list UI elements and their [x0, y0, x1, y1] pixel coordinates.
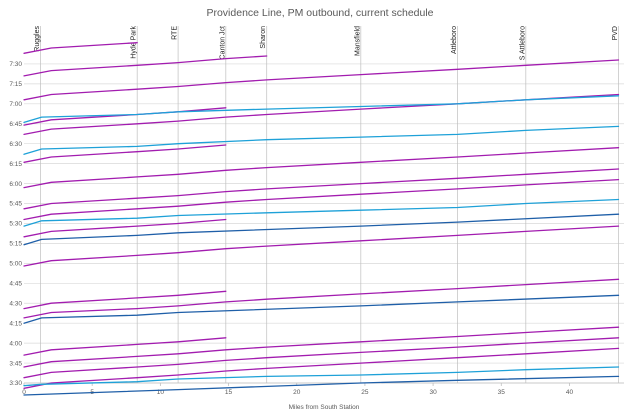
axes: 3:30 3:45 4:00 4:15 4:30 4:45 5:00 5:15 5:30 5:45…	[9, 61, 624, 396]
trip-line-local	[23, 337, 620, 379]
station-label: RTE	[172, 26, 179, 40]
y-tick-label: 4:15	[9, 320, 22, 327]
station-label: Canton Jct	[219, 26, 226, 60]
chart-title: Providence Line, PM outbound, current sc…	[206, 7, 433, 19]
trip-line-super-express	[23, 294, 620, 324]
x-tick-label: 40	[566, 389, 574, 396]
x-tick-label: 25	[361, 389, 369, 396]
y-tick-label: 5:45	[9, 201, 22, 208]
x-tick-label: 0	[22, 389, 26, 396]
y-tick-label: 6:30	[9, 141, 22, 148]
trip-line-local	[23, 144, 227, 163]
y-tick-label: 4:30	[9, 300, 22, 307]
x-tick-label: 35	[498, 389, 506, 396]
x-tick-label: 15	[225, 389, 233, 396]
trip-line-local	[23, 42, 138, 54]
station-label: Sharon	[260, 26, 267, 49]
trip-line-local	[23, 337, 227, 356]
y-tick-label: 7:30	[9, 61, 22, 68]
y-tick-label: 3:30	[9, 380, 22, 387]
trip-line-local	[23, 168, 620, 210]
x-tick-label: 10	[157, 389, 165, 396]
trip-line-local	[23, 178, 620, 221]
trip-line-express	[23, 125, 620, 155]
y-tick-label: 5:00	[9, 261, 22, 268]
trip-series	[23, 42, 620, 396]
station-label: Hyde Park	[131, 26, 138, 59]
trip-line-local	[23, 290, 227, 310]
y-tick-label: 5:15	[9, 241, 22, 248]
x-tick-label: 20	[293, 389, 301, 396]
x-tick-label: 30	[429, 389, 437, 396]
trip-line-local	[23, 55, 268, 77]
gridlines	[24, 63, 624, 384]
station-label: Attleboro	[451, 26, 458, 54]
trip-line-super-express	[23, 213, 620, 246]
y-tick-label: 6:45	[9, 121, 22, 128]
y-tick-label: 6:00	[9, 181, 22, 188]
station-label: PVD	[612, 26, 619, 40]
trip-line-express	[23, 95, 620, 124]
trip-line-local	[23, 278, 620, 319]
y-tick-label: 7:15	[9, 81, 22, 88]
trip-line-local	[23, 225, 620, 267]
station-label: S Attleboro	[519, 26, 526, 60]
trip-line-local	[23, 147, 620, 189]
x-axis-title: Miles from South Station	[289, 404, 360, 411]
trip-line-express	[23, 198, 620, 227]
y-tick-label: 6:15	[9, 161, 22, 168]
trip-line-local	[23, 59, 620, 101]
station-lines: Ruggles Hyde Park RTE Canton Jct Sharon Mansf…	[34, 26, 619, 383]
y-tick-label: 3:45	[9, 360, 22, 367]
trip-line-local	[23, 218, 227, 238]
trip-line-local	[23, 326, 620, 368]
trip-line-express	[23, 366, 620, 387]
trip-line-local	[23, 347, 620, 389]
station-label: Mansfield	[354, 26, 361, 56]
y-tick-label: 4:00	[9, 340, 22, 347]
y-tick-label: 4:45	[9, 280, 22, 287]
trip-line-super-express	[23, 375, 620, 396]
trip-line-local	[23, 93, 620, 136]
station-label: Ruggles	[34, 26, 41, 52]
y-tick-label: 5:30	[9, 221, 22, 228]
y-tick-label: 7:00	[9, 101, 22, 108]
